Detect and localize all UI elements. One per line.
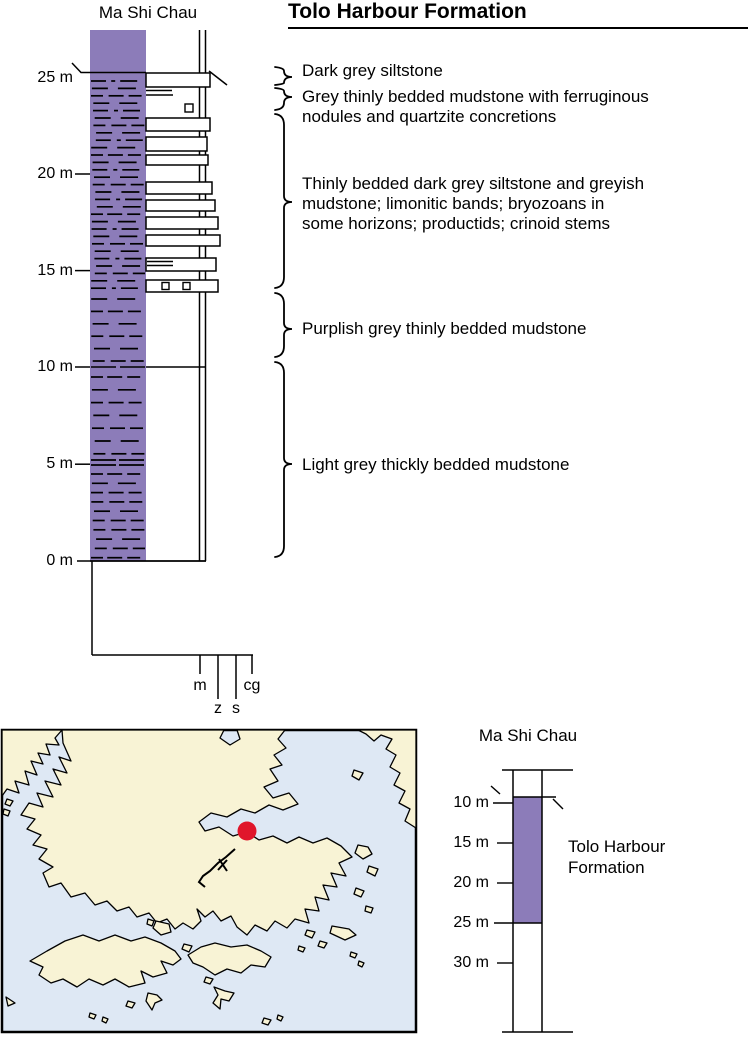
- unit-description-5: Light grey thickly bedded mudstone: [302, 455, 570, 474]
- resistant-bed: [145, 136, 208, 152]
- location-marker-dot: [237, 821, 257, 841]
- summary-column: [490, 769, 573, 1033]
- grain-label-cg: cg: [243, 677, 261, 694]
- summary-depth-label-30m: 30 m: [453, 954, 489, 971]
- unit-description-4: Purplish grey thinly bedded mudstone: [302, 319, 587, 338]
- tick-25m-unconformity: [71, 62, 146, 74]
- resistant-bed: [145, 279, 219, 293]
- mudstone-bedding-pattern: [91, 80, 145, 559]
- resistant-bed: [145, 154, 209, 166]
- main-column-title: Ma Shi Chau: [98, 3, 198, 22]
- land-lantau: [29, 934, 182, 988]
- resistant-bed: [145, 181, 213, 195]
- summary-unconformity-right: [552, 798, 564, 810]
- nodule-symbol: [184, 103, 194, 113]
- unit-description-3: Thinly bedded dark grey siltstone and gr…: [302, 174, 645, 233]
- channel-line: [197, 848, 236, 888]
- depth-label-25m: 25 m: [37, 69, 73, 86]
- depth-label-10m: 10 m: [37, 358, 73, 375]
- resistant-beds: [145, 70, 228, 293]
- grainsize-gridlines: [198, 30, 207, 561]
- grainsize-scale: [91, 561, 253, 699]
- summary-column-title: Ma Shi Chau: [478, 726, 578, 745]
- grain-label-s: s: [232, 700, 240, 717]
- unit-description-2: Grey thinly bedded mudstone with ferrugi…: [302, 87, 649, 126]
- resistant-bed: [145, 257, 217, 272]
- resistant-bed: [145, 117, 211, 132]
- location-map: [0, 728, 418, 1034]
- summary-ticks: [490, 785, 564, 964]
- concretion-symbol: [161, 281, 170, 291]
- page-title: Tolo Harbour Formation: [288, 0, 527, 23]
- summary-depth-label-20m: 20 m: [453, 874, 489, 891]
- depth-ticks: [71, 62, 206, 562]
- unit-brace: [274, 87, 293, 111]
- unit-braces: [274, 66, 293, 558]
- summary-formation-label: Tolo Harbour Formation: [568, 837, 666, 877]
- unit-brace: [274, 113, 293, 289]
- resistant-bed: [145, 216, 219, 230]
- land-northwest: [1, 729, 63, 797]
- depth-label-20m: 20 m: [37, 165, 73, 182]
- summary-depth-label-10m: 10 m: [453, 794, 489, 811]
- depth-label-5m: 5 m: [46, 455, 73, 472]
- map-landmasses: [1, 729, 417, 1026]
- resistant-bed: [145, 234, 221, 247]
- depth-label-15m: 15 m: [37, 262, 73, 279]
- summary-formation-fill: [513, 797, 542, 923]
- summary-unconformity-left: [490, 785, 501, 795]
- land-hongkong-island: [187, 942, 272, 976]
- main-column: [71, 30, 253, 699]
- land-new-territories: [20, 729, 353, 936]
- land-northeast: [357, 729, 417, 829]
- summary-depth-label-15m: 15 m: [453, 834, 489, 851]
- unconformity-slash: [208, 70, 228, 86]
- resistant-bed: [145, 199, 216, 212]
- unit-brace: [274, 66, 293, 86]
- resistant-bed: [145, 72, 211, 88]
- formation-fill: [90, 30, 146, 561]
- unit-description-1: Dark grey siltstone: [302, 61, 443, 80]
- depth-label-0m: 0 m: [46, 552, 73, 569]
- concretion-symbol: [182, 281, 191, 291]
- grain-label-z: z: [214, 700, 222, 717]
- grain-label-m: m: [193, 677, 207, 694]
- unit-brace: [274, 361, 293, 558]
- summary-depth-label-25m: 25 m: [453, 914, 489, 931]
- unit-brace: [274, 292, 293, 358]
